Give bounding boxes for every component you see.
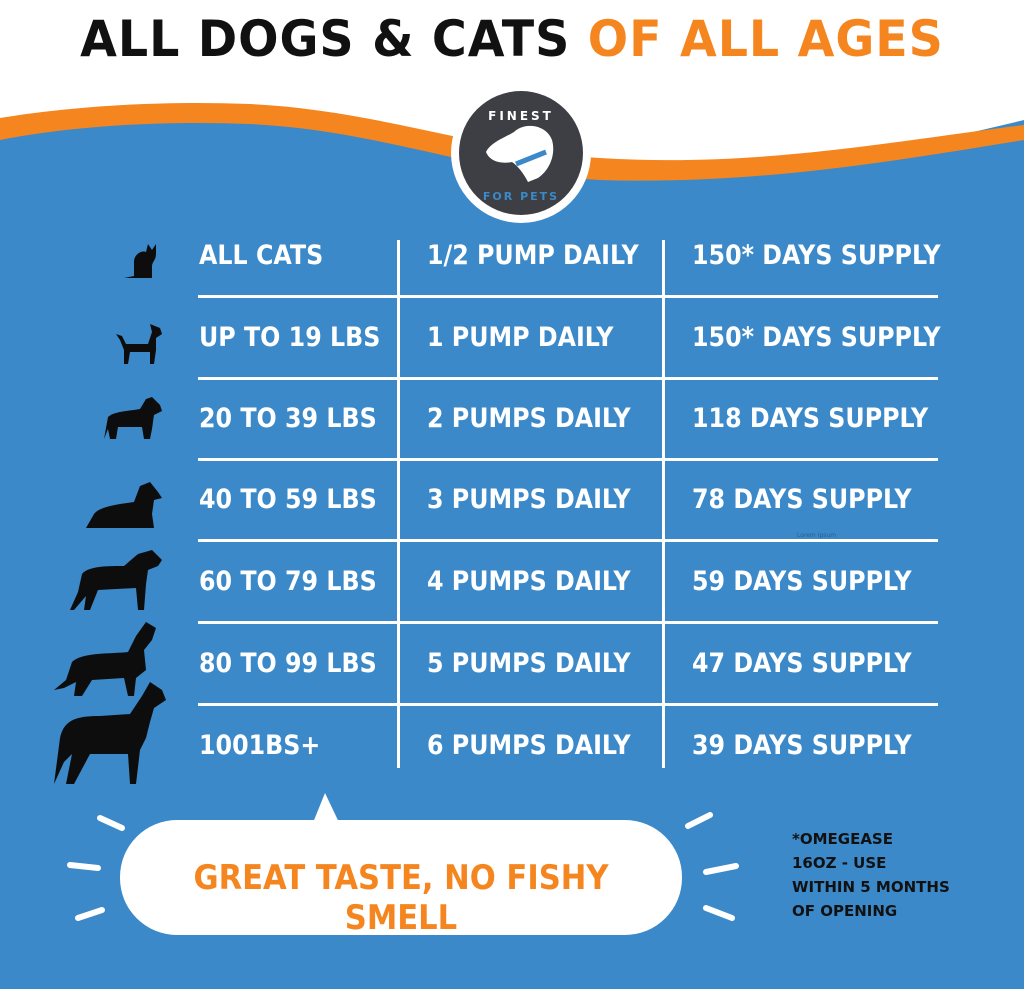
cell-dose: 5 PUMPS DAILY	[427, 648, 631, 679]
cell-size: 20 TO 39 LBS	[199, 403, 377, 434]
row-divider	[198, 539, 938, 542]
retriever-icon	[54, 622, 156, 696]
speech-bubble	[120, 793, 682, 935]
page-title: ALL DOGS & CATS OF ALL AGES	[26, 10, 999, 68]
cell-supply: 118 DAYS SUPPLY	[692, 403, 929, 434]
cell-size: UP TO 19 LBS	[199, 322, 381, 353]
cell-size: ALL CATS	[199, 240, 324, 271]
logo-top-text: FINEST	[488, 109, 554, 123]
column-divider	[662, 240, 665, 768]
row-divider	[198, 377, 938, 380]
small-dog-icon	[116, 324, 162, 364]
row-divider	[198, 458, 938, 461]
row-divider	[198, 295, 938, 298]
cell-dose: 2 PUMPS DAILY	[427, 403, 631, 434]
cell-dose: 4 PUMPS DAILY	[427, 566, 631, 597]
footnote-line: WITHIN 5 MONTHS	[792, 878, 950, 896]
row-divider	[198, 703, 938, 706]
footnote: *OMEGEASE 16OZ - USE WITHIN 5 MONTHS OF …	[792, 827, 950, 923]
cell-size: 40 TO 59 LBS	[199, 484, 377, 515]
terrier-icon	[104, 397, 162, 439]
title-part1: ALL DOGS & CATS	[80, 10, 588, 68]
cell-supply: 150* DAYS SUPPLY	[692, 240, 941, 271]
airedale-icon	[70, 550, 162, 610]
cell-size: 1001BS+	[199, 730, 321, 761]
column-divider	[397, 240, 400, 768]
cell-dose: 3 PUMPS DAILY	[427, 484, 631, 515]
cell-size: 80 TO 99 LBS	[199, 648, 377, 679]
cell-supply: 150* DAYS SUPPLY	[692, 322, 941, 353]
cell-size: 60 TO 79 LBS	[199, 566, 377, 597]
title-part2: OF ALL AGES	[587, 10, 944, 68]
burst-lines	[67, 812, 739, 921]
row-divider	[198, 621, 938, 624]
footnote-line: *OMEGEASE	[792, 830, 893, 848]
bubble-text: GREAT TASTE, NO FISHY SMELL	[193, 858, 609, 938]
cell-dose: 6 PUMPS DAILY	[427, 730, 631, 761]
watermark-text: Lorem Ipsum	[797, 532, 837, 539]
footnote-line: OF OPENING	[792, 902, 898, 920]
cell-dose: 1 PUMP DAILY	[427, 322, 614, 353]
large-dog-icon	[54, 682, 166, 784]
cell-supply: 59 DAYS SUPPLY	[692, 566, 912, 597]
cell-supply: 78 DAYS SUPPLY	[692, 484, 912, 515]
finest-for-pets-logo: FINEST FOR PETS	[451, 83, 591, 223]
scottie-icon	[86, 482, 162, 528]
cell-supply: 47 DAYS SUPPLY	[692, 648, 912, 679]
footnote-line: 16OZ - USE	[792, 854, 887, 872]
cat-icon	[124, 244, 156, 278]
logo-bottom-text: FOR PETS	[483, 190, 559, 203]
cell-supply: 39 DAYS SUPPLY	[692, 730, 912, 761]
cell-dose: 1/2 PUMP DAILY	[427, 240, 639, 271]
